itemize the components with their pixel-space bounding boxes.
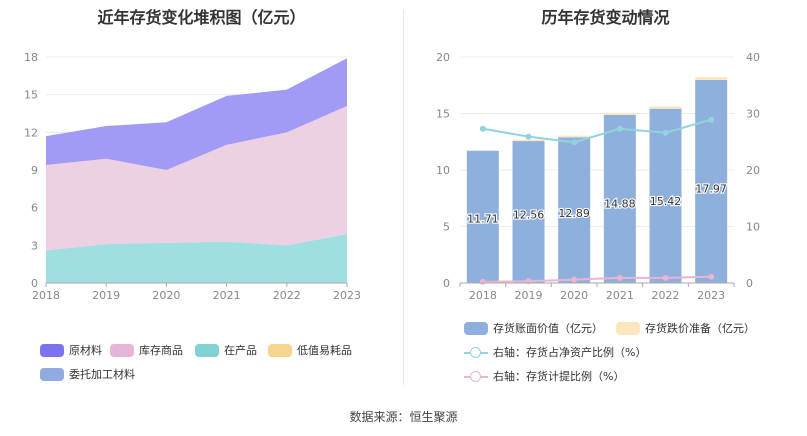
- bar-book-value: [466, 150, 499, 283]
- left-y-tick-label: 6: [31, 202, 38, 215]
- bar-impairment: [558, 135, 591, 138]
- area-series-1: [46, 105, 347, 251]
- bar-data-label: 17.97: [695, 183, 727, 196]
- right-y-tick-label: 0: [443, 277, 450, 290]
- right-x-tick-label: 2018: [469, 289, 497, 302]
- bar-book-value: [603, 114, 636, 283]
- left-y-tick-label: 9: [31, 164, 38, 177]
- left-legend-item[interactable]: 委托加工材料: [40, 366, 135, 382]
- right-x-tick-label: 2021: [606, 289, 634, 302]
- bar-impairment: [603, 112, 636, 115]
- bar-data-label: 15.42: [650, 195, 682, 208]
- left-y-tick-label: 3: [31, 239, 38, 252]
- legend-label: 存货账面价值（亿元）: [493, 322, 603, 335]
- legend-label: 右轴：存货计提比例（%）: [493, 370, 625, 383]
- left-y-tick-label: 12: [24, 126, 38, 139]
- legend-swatch: [195, 343, 219, 357]
- left-y-tick-label: 15: [24, 89, 38, 102]
- bar-line-chart: 0 5 10 15 20 0 10 20 30 40 11.71 12.56 12.89 14.88 15.…: [436, 51, 760, 302]
- data-source-footer: 数据来源：恒生聚源: [349, 410, 458, 424]
- right-legend-item[interactable]: 右轴：存货占净资产比例（%）: [464, 344, 646, 360]
- right-y2-tick-label: 20: [746, 164, 760, 177]
- line-series-1: [482, 275, 712, 283]
- bar-impairment: [695, 77, 728, 80]
- right-x-tick-label: 2022: [652, 289, 680, 302]
- bar-book-value: [512, 141, 545, 283]
- line-point: [662, 129, 669, 136]
- bar-impairment: [512, 139, 545, 142]
- right-x-tick-label: 2020: [560, 289, 588, 302]
- line-point: [708, 273, 715, 280]
- right-y2-tick-label: 10: [746, 221, 760, 234]
- right-y-tick-label: 20: [436, 51, 450, 64]
- left-x-tick-label: 2023: [333, 289, 361, 302]
- left-x-tick-label: 2022: [273, 289, 301, 302]
- right-x-tick-label: 2023: [697, 289, 725, 302]
- right-legend-item[interactable]: 存货跌价准备（亿元）: [616, 320, 755, 336]
- right-y2-tick-label: 40: [746, 51, 760, 64]
- bar-line-chart-panel: 历年存货变动情况 0 5 10 15 20 0 10 20 30 40 11.71 12.56 12.8…: [404, 0, 807, 395]
- bar-book-value: [649, 108, 682, 283]
- bar-book-value: [695, 79, 728, 284]
- panel-divider: [403, 10, 404, 385]
- right-y-tick-label: 15: [436, 108, 450, 121]
- stacked-area-chart-panel: 近年存货变化堆积图（亿元） 0 3 6 9 12 15 18 2018 2019 2020 2021…: [0, 0, 403, 395]
- left-y-tick-label: 0: [31, 277, 38, 290]
- left-x-tick-label: 2021: [213, 289, 241, 302]
- legend-label: 存货跌价准备（亿元）: [645, 322, 755, 335]
- legend-label: 原材料: [69, 344, 102, 357]
- legend-swatch: [464, 321, 488, 335]
- right-x-tick-label: 2019: [515, 289, 543, 302]
- line-series-0: [482, 118, 712, 144]
- line-point: [479, 278, 486, 285]
- legend-swatch: [464, 346, 488, 359]
- legend-swatch: [40, 367, 64, 381]
- line-point: [616, 274, 623, 281]
- legend-label: 右轴：存货占净资产比例（%）: [493, 346, 647, 359]
- legend-swatch: [110, 343, 134, 357]
- left-x-tick-label: 2019: [92, 289, 120, 302]
- left-x-tick-label: 2020: [152, 289, 180, 302]
- line-point: [616, 125, 623, 132]
- left-legend-item[interactable]: 库存商品: [110, 342, 183, 358]
- legend-label: 低值易耗品: [297, 344, 352, 357]
- line-point: [571, 276, 578, 283]
- legend-swatch: [616, 321, 640, 335]
- line-point: [479, 125, 486, 132]
- line-point: [708, 116, 715, 123]
- legend-label: 库存商品: [139, 344, 183, 357]
- left-legend-item[interactable]: 原材料: [40, 342, 102, 358]
- area-series-2: [46, 58, 347, 170]
- bar-data-label: 12.89: [558, 207, 590, 220]
- line-point: [662, 274, 669, 281]
- left-chart-title: 近年存货变化堆积图（亿元）: [97, 8, 306, 27]
- right-y-tick-label: 10: [436, 164, 450, 177]
- left-legend-item[interactable]: 在产品: [195, 342, 257, 358]
- legend-label: 委托加工材料: [69, 368, 135, 381]
- line-point: [571, 139, 578, 146]
- bar-data-label: 11.71: [467, 212, 499, 225]
- area-series-0: [46, 234, 347, 283]
- bar-book-value: [558, 137, 591, 283]
- legend-swatch: [464, 370, 488, 383]
- bar-data-label: 14.88: [604, 197, 636, 210]
- right-legend-item[interactable]: 右轴：存货计提比例（%）: [464, 368, 624, 384]
- right-legend-item[interactable]: 存货账面价值（亿元）: [464, 320, 603, 336]
- right-chart-title: 历年存货变动情况: [541, 8, 670, 27]
- stacked-area-chart: 0 3 6 9 12 15 18 2018 2019 2020 2021 2022 2023: [24, 51, 361, 302]
- bar-impairment: [649, 106, 682, 109]
- line-point: [525, 133, 532, 140]
- right-y-tick-label: 5: [443, 221, 450, 234]
- left-y-tick-label: 18: [24, 51, 38, 64]
- legend-label: 在产品: [224, 344, 257, 357]
- bar-data-label: 12.56: [513, 208, 545, 221]
- left-x-tick-label: 2018: [32, 289, 60, 302]
- left-legend-item[interactable]: 低值易耗品: [268, 342, 352, 358]
- right-y2-tick-label: 30: [746, 108, 760, 121]
- right-y2-tick-label: 0: [746, 277, 753, 290]
- legend-swatch: [268, 343, 292, 357]
- legend-swatch: [40, 343, 64, 357]
